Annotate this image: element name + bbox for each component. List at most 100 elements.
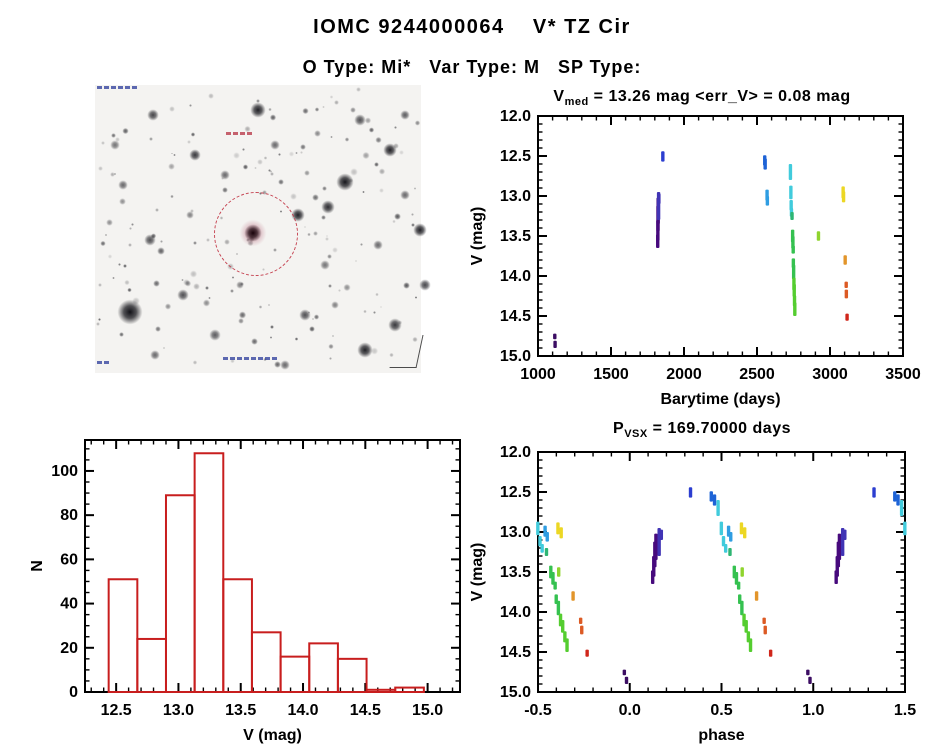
faint-star xyxy=(350,168,358,176)
y-tick-label: 12.5 xyxy=(500,484,531,501)
histogram-bar xyxy=(107,578,139,693)
histogram-bar xyxy=(250,631,282,694)
data-cluster-obs-1115-darkviolet xyxy=(624,676,629,684)
bright-star xyxy=(186,211,194,219)
finder-chart-image xyxy=(95,85,431,373)
faint-star xyxy=(170,195,174,199)
faint-star xyxy=(127,287,132,293)
data-cluster-obs-1855-blue xyxy=(688,487,693,498)
faint-star xyxy=(264,156,268,160)
faint-star xyxy=(327,343,334,350)
faint-star xyxy=(328,356,333,360)
survey-text-marks xyxy=(104,86,109,89)
x-tick-label: 1.0 xyxy=(802,702,824,719)
faint-star xyxy=(230,289,235,293)
y-tick-label: 15.0 xyxy=(500,348,531,365)
faint-star xyxy=(304,170,311,177)
faint-star xyxy=(98,317,101,321)
faint-star xyxy=(378,187,385,194)
faint-star xyxy=(183,278,191,286)
bright-star xyxy=(150,350,160,360)
faint-star xyxy=(273,360,282,368)
data-cluster-obs-2756-brightgreen xyxy=(793,302,797,316)
faint-star xyxy=(118,331,124,338)
faint-star xyxy=(412,336,419,343)
faint-star xyxy=(355,86,362,93)
bright-star xyxy=(280,360,290,370)
bright-star xyxy=(331,301,339,309)
data-cluster-obs-2730-cyan xyxy=(719,521,724,536)
faint-star xyxy=(256,158,264,166)
data-cluster-obs-2748-green xyxy=(791,264,796,280)
bright-star xyxy=(220,170,230,180)
data-cluster-obs-2554-blue xyxy=(709,491,713,502)
faint-star xyxy=(295,151,298,154)
faint-star xyxy=(269,336,273,339)
data-cluster-obs-2921-greenyellow xyxy=(740,567,744,577)
x-tick-label: 0.5 xyxy=(710,702,732,719)
data-cluster-obs-3112-redorange xyxy=(844,281,848,288)
faint-star xyxy=(98,283,102,287)
bright-star xyxy=(388,318,402,332)
faint-star xyxy=(255,98,261,104)
survey-text-marks xyxy=(265,357,270,360)
bright-star xyxy=(413,223,427,237)
y-tick-label: 14.0 xyxy=(500,604,531,621)
faint-star xyxy=(313,314,320,320)
data-cluster-obs-3104-orange xyxy=(843,255,847,265)
faint-star xyxy=(119,197,127,206)
faint-star xyxy=(326,254,332,259)
survey-text-marks xyxy=(132,86,137,89)
lc-title-sub: med xyxy=(564,96,589,109)
faint-star xyxy=(330,135,334,139)
faint-star xyxy=(124,279,130,285)
x-tick-label: 13.5 xyxy=(225,702,256,719)
faint-star xyxy=(414,296,418,299)
y-tick-label: 13.0 xyxy=(500,524,531,541)
survey-text-marks xyxy=(251,357,256,360)
phase-plot: -0.5 0.0 0.5 1.0 1.5 12.0 12.5 13.0 13.5 14.0 14.5… xyxy=(469,444,916,744)
x-tick-label: 2500 xyxy=(739,366,775,383)
faint-star xyxy=(269,114,277,121)
faint-star xyxy=(115,137,120,143)
faint-star xyxy=(122,263,128,269)
data-cluster-obs-2554-blue xyxy=(763,158,767,170)
faint-star xyxy=(268,303,271,306)
faint-star xyxy=(258,305,263,309)
data-cluster-obs-2730-cyan xyxy=(723,544,728,553)
faint-star xyxy=(155,326,161,332)
y-tick-label: 12.0 xyxy=(500,108,531,125)
faint-star xyxy=(111,133,117,139)
lightcurve-title: Vmed = 13.26 mag <err_V> = 0.08 mag xyxy=(460,88,944,108)
data-cluster-obs-2756-brightgreen xyxy=(744,620,748,633)
histogram-bar xyxy=(279,655,311,693)
data-cluster-obs-2756-brightgreen xyxy=(792,284,796,297)
faint-star xyxy=(354,259,357,262)
bright-star xyxy=(299,309,311,321)
bright-star xyxy=(320,260,330,270)
data-cluster-obs-3091-yellow xyxy=(559,527,563,539)
data-cluster-obs-2748-green xyxy=(791,245,795,254)
data-cluster-obs-2730-cyan xyxy=(721,536,726,547)
faint-star xyxy=(312,193,320,201)
bright-star xyxy=(177,289,189,301)
faint-star xyxy=(168,106,175,113)
lc-title-rest: = 13.26 mag <err_V> = 0.08 mag xyxy=(588,88,851,105)
plot-box xyxy=(537,451,906,693)
y-tick-label: 0 xyxy=(69,684,78,701)
faint-star xyxy=(270,172,275,177)
x-axis-label: phase xyxy=(698,727,744,744)
plot-box xyxy=(84,439,461,693)
bright-star xyxy=(144,234,156,246)
faint-star xyxy=(185,280,192,287)
faint-star xyxy=(375,292,379,297)
bright-star xyxy=(270,140,280,150)
faint-star xyxy=(111,276,115,280)
faint-star xyxy=(237,317,244,324)
survey-text-marks xyxy=(237,357,242,360)
data-cluster-obs-2756-brightgreen xyxy=(565,638,569,652)
histogram-plot: 12.5 13.0 13.5 14.0 14.5 15.0 0 20 40 60 80 100 V (m… xyxy=(29,439,461,744)
faint-star xyxy=(230,358,235,364)
y-axis-label: V (mag) xyxy=(469,207,486,266)
faint-star xyxy=(191,132,196,137)
